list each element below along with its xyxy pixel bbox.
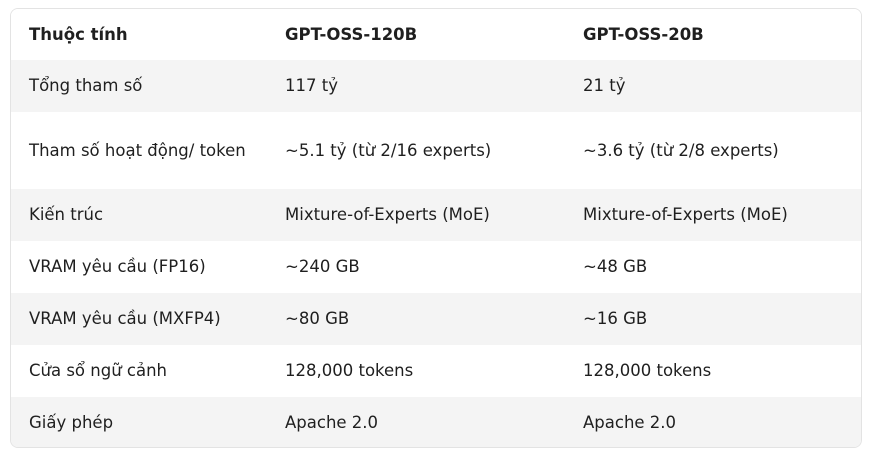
cell-20b: ~16 GB [565, 293, 861, 345]
row-label: VRAM yêu cầu (FP16) [11, 241, 267, 293]
cell-20b: ~48 GB [565, 241, 861, 293]
header-attribute: Thuộc tính [11, 9, 267, 60]
table-row: Cửa sổ ngữ cảnh 128,000 tokens 128,000 t… [11, 345, 861, 397]
row-label: VRAM yêu cầu (MXFP4) [11, 293, 267, 345]
row-label: Tổng tham số [11, 60, 267, 112]
table-row: Giấy phép Apache 2.0 Apache 2.0 [11, 397, 861, 447]
table-row: Kiến trúc Mixture-of-Experts (MoE) Mixtu… [11, 189, 861, 241]
cell-120b: 128,000 tokens [267, 345, 565, 397]
row-label: Cửa sổ ngữ cảnh [11, 345, 267, 397]
table-header-row: Thuộc tính GPT-OSS-120B GPT-OSS-20B [11, 9, 861, 60]
row-label: Giấy phép [11, 397, 267, 447]
cell-20b: 128,000 tokens [565, 345, 861, 397]
cell-20b: 21 tỷ [565, 60, 861, 112]
row-label: Kiến trúc [11, 189, 267, 241]
cell-120b: Mixture-of-Experts (MoE) [267, 189, 565, 241]
header-gpt-oss-120b: GPT-OSS-120B [267, 9, 565, 60]
cell-120b: ~240 GB [267, 241, 565, 293]
cell-120b: ~5.1 tỷ (từ 2/16 experts) [267, 112, 565, 189]
table-row: Tham số hoạt động/ token ~5.1 tỷ (từ 2/1… [11, 112, 861, 189]
cell-20b: Apache 2.0 [565, 397, 861, 447]
cell-120b: ~80 GB [267, 293, 565, 345]
comparison-table: Thuộc tính GPT-OSS-120B GPT-OSS-20B Tổng… [11, 9, 861, 447]
table-row: VRAM yêu cầu (MXFP4) ~80 GB ~16 GB [11, 293, 861, 345]
cell-20b: Mixture-of-Experts (MoE) [565, 189, 861, 241]
comparison-table-card: Thuộc tính GPT-OSS-120B GPT-OSS-20B Tổng… [10, 8, 862, 448]
table-row: Tổng tham số 117 tỷ 21 tỷ [11, 60, 861, 112]
row-label: Tham số hoạt động/ token [11, 112, 267, 189]
cell-120b: 117 tỷ [267, 60, 565, 112]
cell-120b: Apache 2.0 [267, 397, 565, 447]
cell-20b: ~3.6 tỷ (từ 2/8 experts) [565, 112, 861, 189]
header-gpt-oss-20b: GPT-OSS-20B [565, 9, 861, 60]
table-row: VRAM yêu cầu (FP16) ~240 GB ~48 GB [11, 241, 861, 293]
